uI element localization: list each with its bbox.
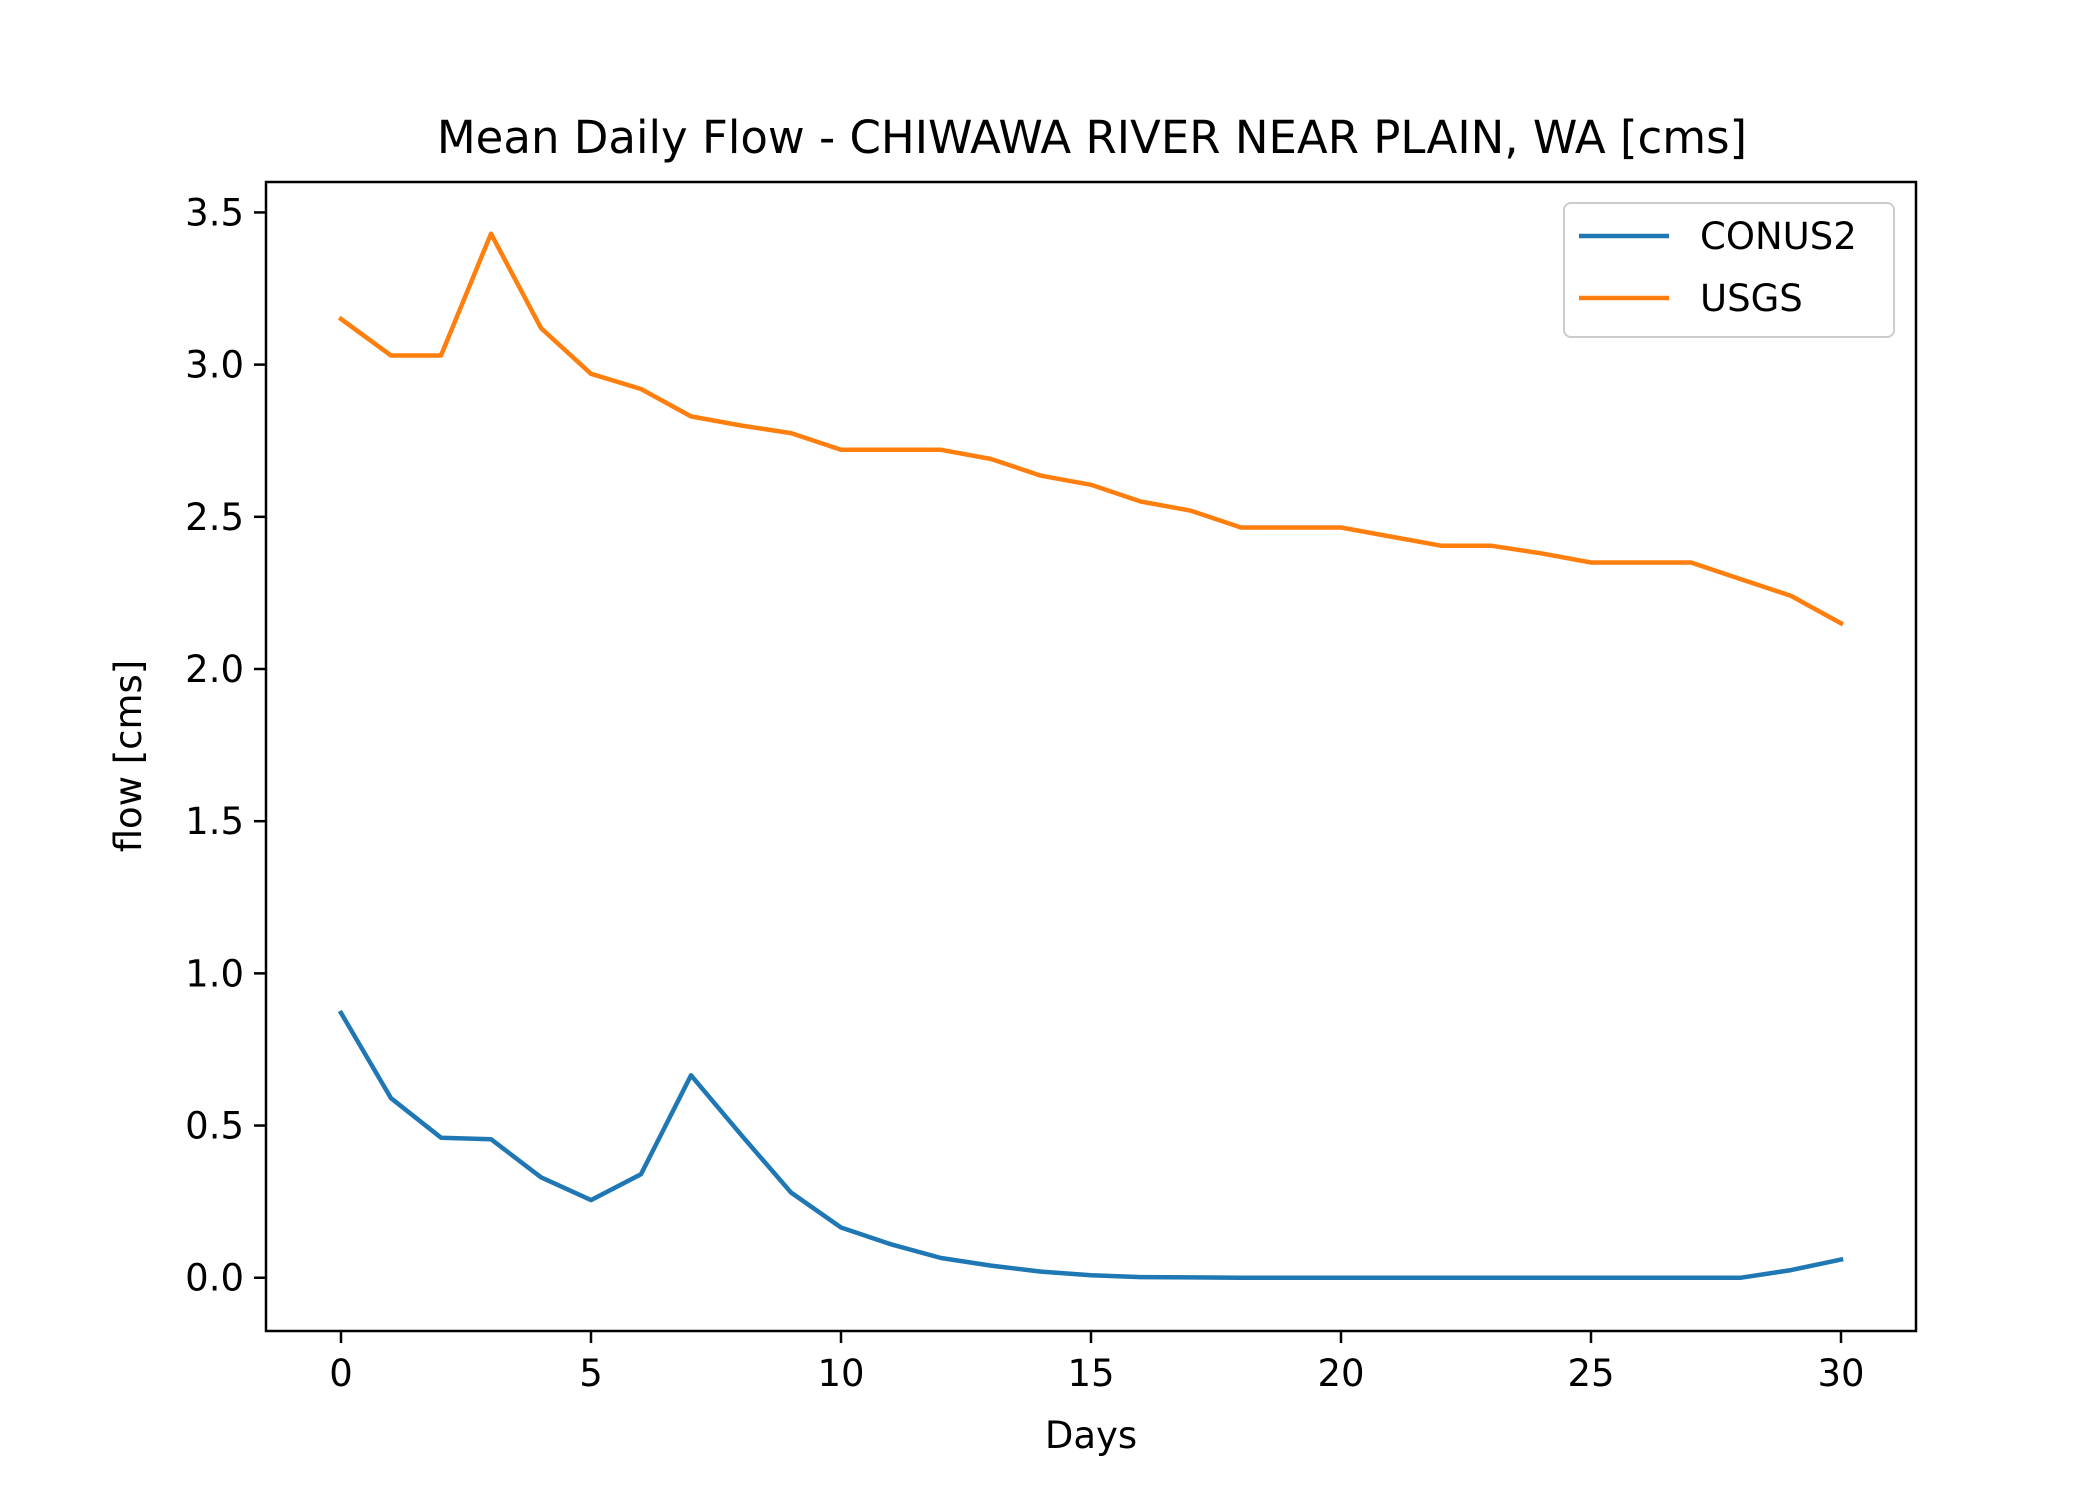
series-usgs [337,231,1845,627]
x-tick-label: 10 [817,1352,864,1395]
series-line-conus2 [337,1009,1844,1280]
y-tick-label: 3.0 [185,344,244,387]
x-axis-ticks: 0 5 10 15 20 25 30 [329,1331,1865,1395]
legend-label-conus2: CONUS2 [1700,215,1857,258]
legend: CONUS2 USGS [1563,202,1895,338]
y-tick-label: 2.0 [185,648,244,691]
x-tick-label: 20 [1317,1352,1364,1395]
x-axis-title: Days [1045,1414,1137,1457]
series-layer [337,231,1845,1280]
y-tick-label: 3.5 [185,191,244,234]
legend-label-usgs: USGS [1700,277,1803,320]
plot-frame [264,180,1918,1333]
x-tick-label: 15 [1067,1352,1114,1395]
x-tick-label: 25 [1567,1352,1614,1395]
y-tick-label: 2.5 [185,496,244,539]
y-tick-label: 0.5 [185,1105,244,1148]
x-tick-label: 30 [1817,1352,1864,1395]
y-tick-label: 1.0 [185,952,244,995]
series-conus2 [337,1009,1844,1280]
x-tick-label: 5 [579,1352,603,1395]
y-tick-label: 1.5 [185,800,244,843]
y-axis-ticks: 0.0 0.5 1.0 1.5 2.0 2.5 3.0 3.5 [185,191,266,1300]
chart-title: Mean Daily Flow - CHIWAWA RIVER NEAR PLA… [437,111,1747,164]
series-line-usgs [337,231,1845,627]
y-axis-title: flow [cms] [107,660,150,853]
x-tick-label: 0 [329,1352,353,1395]
y-tick-label: 0.0 [185,1257,244,1300]
